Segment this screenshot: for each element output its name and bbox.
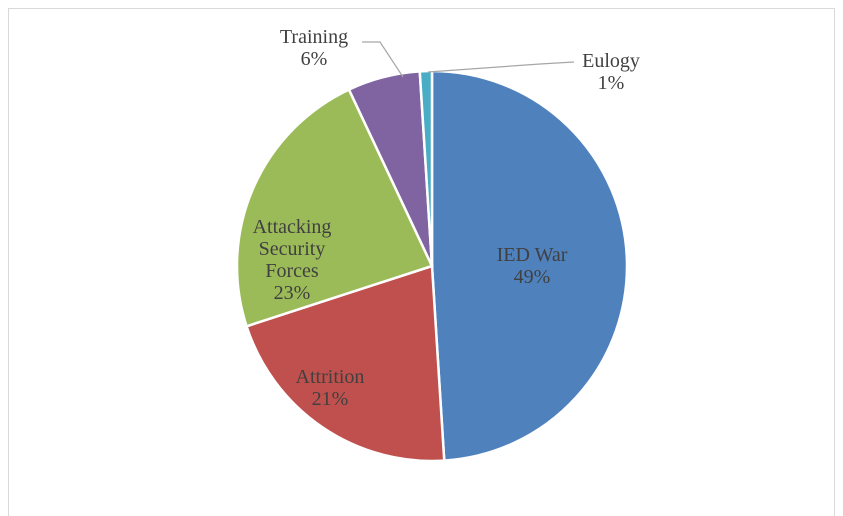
slice-label: Eulogy 1% [559,50,663,94]
leader-line [362,41,404,78]
category-label: Eulogy [582,50,640,72]
pie-slice [235,87,434,328]
value-label: 49% [513,266,551,288]
category-label: IED War [496,244,568,266]
value-label: 1% [597,72,625,94]
category-label: Attacking Security Forces [252,216,332,282]
category-label: Attrition [295,366,365,388]
value-label: 23% [273,282,311,304]
slice-label: IED War 49% [480,244,584,288]
slice-label: Attacking Security Forces 23% [240,216,344,304]
value-label: 6% [300,48,328,70]
leader-line [427,61,575,73]
pie-slice [418,69,434,267]
category-label: Training [279,26,349,48]
pie-slice [244,264,446,463]
pie-slice [430,69,629,462]
slice-label: Attrition 21% [278,366,382,410]
value-label: 21% [311,388,349,410]
slice-label: Training 6% [262,26,366,70]
pie [235,69,629,463]
